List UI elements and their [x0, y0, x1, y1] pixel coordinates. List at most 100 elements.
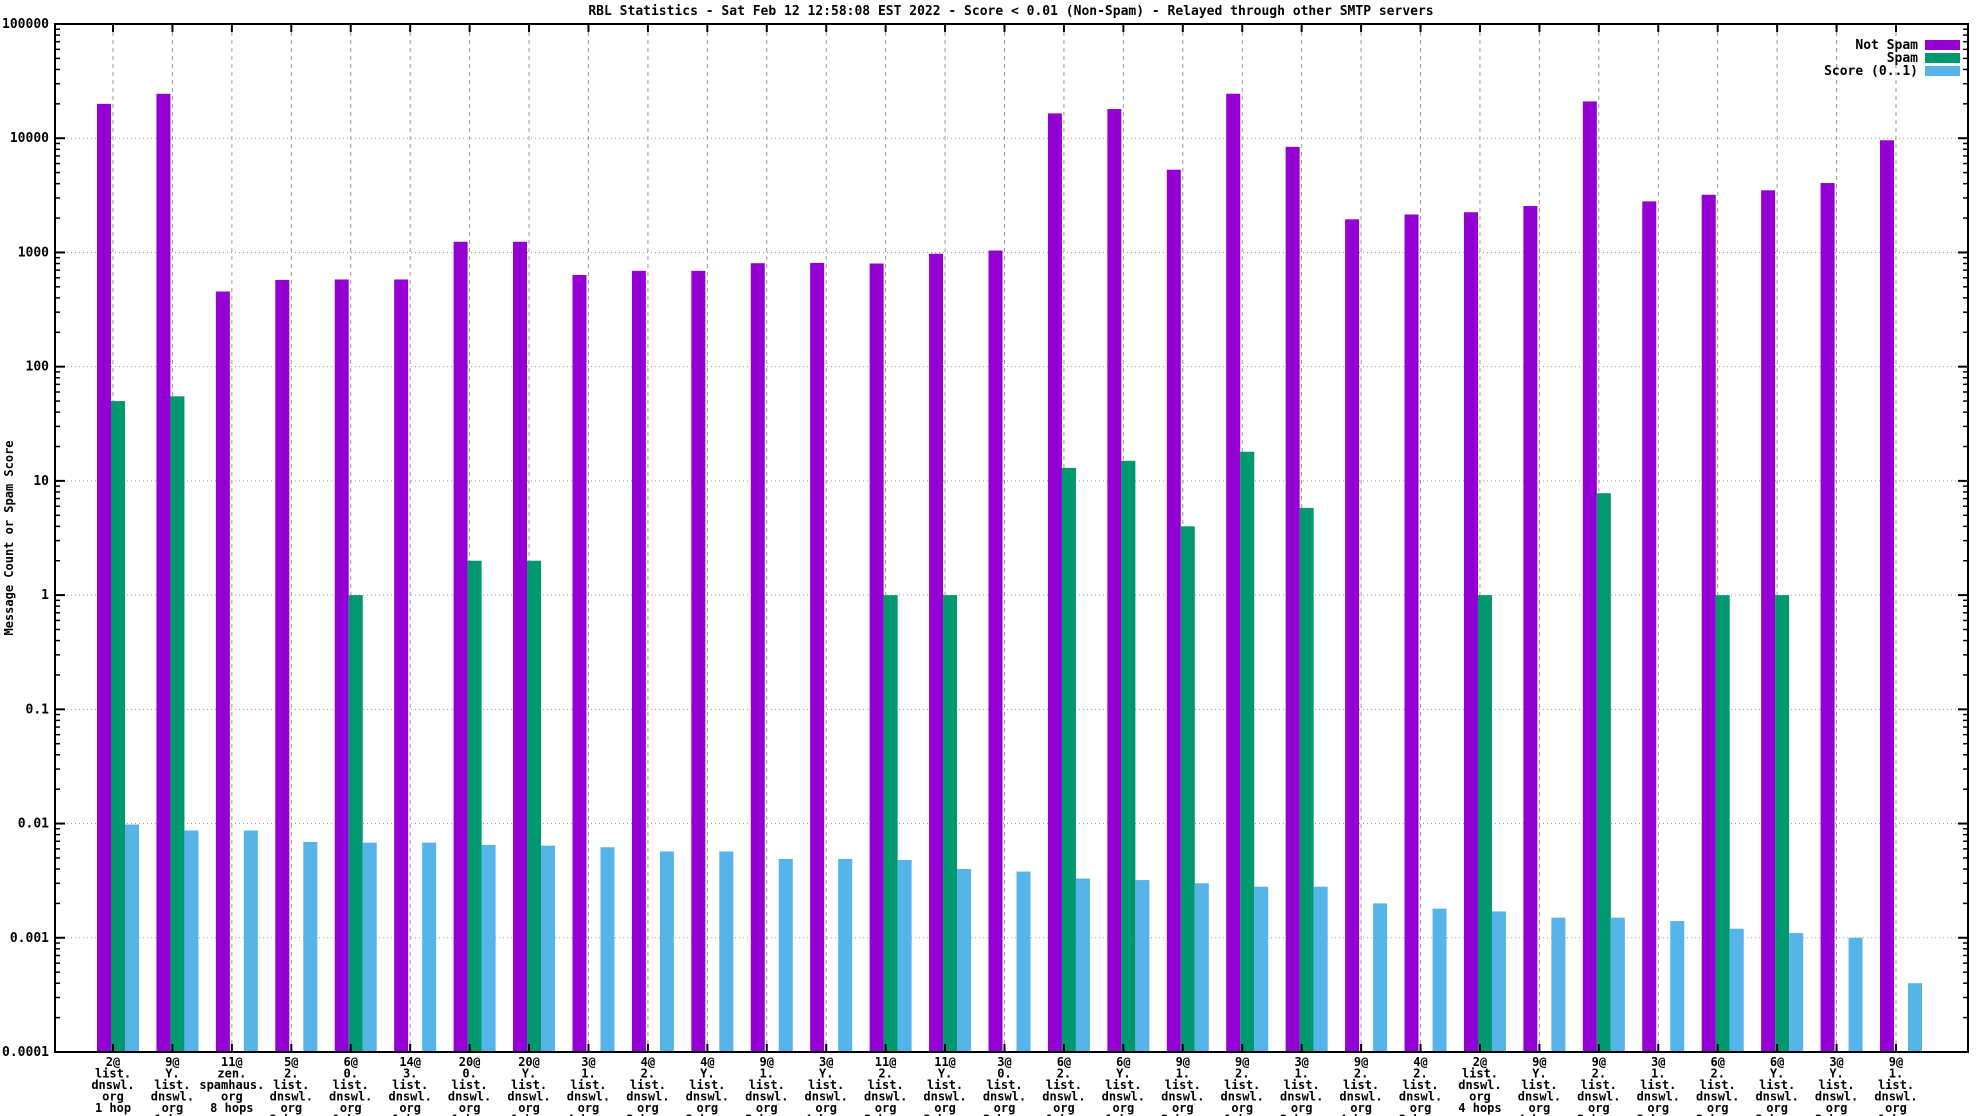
- category-label: 0.: [344, 1067, 358, 1081]
- category-label: 2.: [1413, 1067, 1427, 1081]
- bar-score-0-1-: [659, 851, 674, 1052]
- category-label: 1.: [1294, 1067, 1308, 1081]
- bar-score-0-1-: [600, 847, 615, 1052]
- category-label: 9@: [1889, 1055, 1903, 1069]
- bar-spam: [348, 595, 363, 1052]
- bar-spam: [1240, 451, 1255, 1053]
- category-label: org: [1231, 1101, 1253, 1115]
- bar-score-0-1-: [778, 858, 793, 1052]
- category-label: list.: [1165, 1078, 1201, 1092]
- category-label: dnswl.: [1042, 1090, 1085, 1104]
- category-label: 3@: [997, 1055, 1011, 1069]
- bar-not-spam: [1166, 169, 1181, 1052]
- category-label: org: [934, 1101, 956, 1115]
- category-label: list.: [511, 1078, 547, 1092]
- category-label: 6@: [1770, 1055, 1784, 1069]
- bar-score-0-1-: [1135, 880, 1150, 1052]
- category-label: list.: [868, 1078, 904, 1092]
- category-label: 1 hop: [1105, 1113, 1141, 1116]
- category-label: 9@: [1592, 1055, 1606, 1069]
- bar-not-spam: [869, 263, 884, 1052]
- category-label: dnswl.: [1637, 1090, 1680, 1104]
- category-label: 3 hops: [983, 1113, 1026, 1116]
- category-label: dnswl.: [1280, 1090, 1323, 1104]
- bar-spam: [1061, 467, 1076, 1052]
- category-label: dnswl.: [507, 1090, 550, 1104]
- category-label: list.: [1462, 1067, 1498, 1081]
- category-label: org: [637, 1101, 659, 1115]
- bar-score-0-1-: [481, 844, 496, 1052]
- category-label: 2.: [1710, 1067, 1724, 1081]
- legend-label: Not Spam: [1855, 38, 1918, 53]
- category-label: dnswl.: [567, 1090, 610, 1104]
- bar-not-spam: [1107, 109, 1122, 1052]
- bar-spam: [1299, 507, 1314, 1053]
- legend-swatch: [1925, 53, 1960, 63]
- bar-spam: [1596, 493, 1611, 1052]
- category-label: 0.: [997, 1067, 1011, 1081]
- bar-score-0-1-: [243, 830, 258, 1052]
- category-label: list.: [1581, 1078, 1617, 1092]
- category-label: 2 hops: [1161, 1113, 1204, 1116]
- category-label: org: [1529, 1101, 1551, 1115]
- category-label: 2 hops: [1577, 1113, 1620, 1116]
- category-label: org: [280, 1101, 302, 1115]
- category-label: 1 hop: [95, 1101, 131, 1115]
- category-label: dnswl.: [1755, 1090, 1798, 1104]
- category-label: 3@: [581, 1055, 595, 1069]
- bar-score-0-1-: [957, 869, 972, 1052]
- y-tick-label: 1000: [18, 245, 49, 260]
- category-label: org: [459, 1101, 481, 1115]
- category-label: 4@: [1413, 1055, 1427, 1069]
- category-label: list.: [1284, 1078, 1320, 1092]
- category-label: 14@: [399, 1055, 421, 1069]
- category-label: dnswl.: [1161, 1090, 1204, 1104]
- category-label: 20@: [518, 1055, 540, 1069]
- bar-not-spam: [334, 279, 349, 1053]
- category-label: dnswl.: [1102, 1090, 1145, 1104]
- bar-spam: [1477, 595, 1492, 1052]
- category-label: 4@: [641, 1055, 655, 1069]
- category-label: org: [102, 1090, 124, 1104]
- bar-not-spam: [1345, 219, 1360, 1052]
- category-label: Y.: [165, 1067, 179, 1081]
- legend-swatch: [1925, 40, 1960, 50]
- category-label: 1 hop: [154, 1113, 190, 1116]
- category-label: Y.: [938, 1067, 952, 1081]
- bar-spam: [467, 560, 482, 1052]
- category-label: list.: [1521, 1078, 1557, 1092]
- bar-spam: [1775, 595, 1790, 1052]
- category-label: dnswl.: [686, 1090, 729, 1104]
- category-label: list.: [1402, 1078, 1438, 1092]
- category-label: dnswl.: [1518, 1090, 1561, 1104]
- category-label: list.: [95, 1067, 131, 1081]
- bar-spam: [111, 401, 125, 1052]
- category-label: list.: [1759, 1078, 1795, 1092]
- category-label: org: [1826, 1101, 1848, 1115]
- bar-not-spam: [275, 279, 290, 1052]
- category-label: 2.: [1235, 1067, 1249, 1081]
- y-tick-label: 100000: [2, 17, 49, 32]
- bar-score-0-1-: [1670, 921, 1685, 1052]
- bar-score-0-1-: [1551, 917, 1566, 1052]
- category-label: 1 hop: [1224, 1113, 1260, 1116]
- category-label: 2 hops: [1696, 1113, 1739, 1116]
- category-label: list.: [1878, 1078, 1914, 1092]
- category-label: list.: [392, 1078, 428, 1092]
- category-label: list.: [333, 1078, 369, 1092]
- chart-title: RBL Statistics - Sat Feb 12 12:58:08 EST…: [588, 4, 1433, 19]
- category-label: 0.: [462, 1067, 476, 1081]
- bar-not-spam: [572, 274, 587, 1053]
- bar-score-0-1-: [1610, 917, 1625, 1052]
- bar-not-spam: [1880, 140, 1894, 1052]
- category-label: 4 hops: [1458, 1101, 1501, 1115]
- bar-not-spam: [810, 262, 825, 1053]
- category-label: 4@: [700, 1055, 714, 1069]
- category-label: 2@: [106, 1055, 120, 1069]
- y-axis-label: Message Count or Spam Score: [2, 440, 16, 635]
- category-label: dnswl.: [151, 1090, 194, 1104]
- category-label: org: [1113, 1101, 1135, 1115]
- category-label: 11@: [875, 1055, 897, 1069]
- category-label: 2.: [284, 1067, 298, 1081]
